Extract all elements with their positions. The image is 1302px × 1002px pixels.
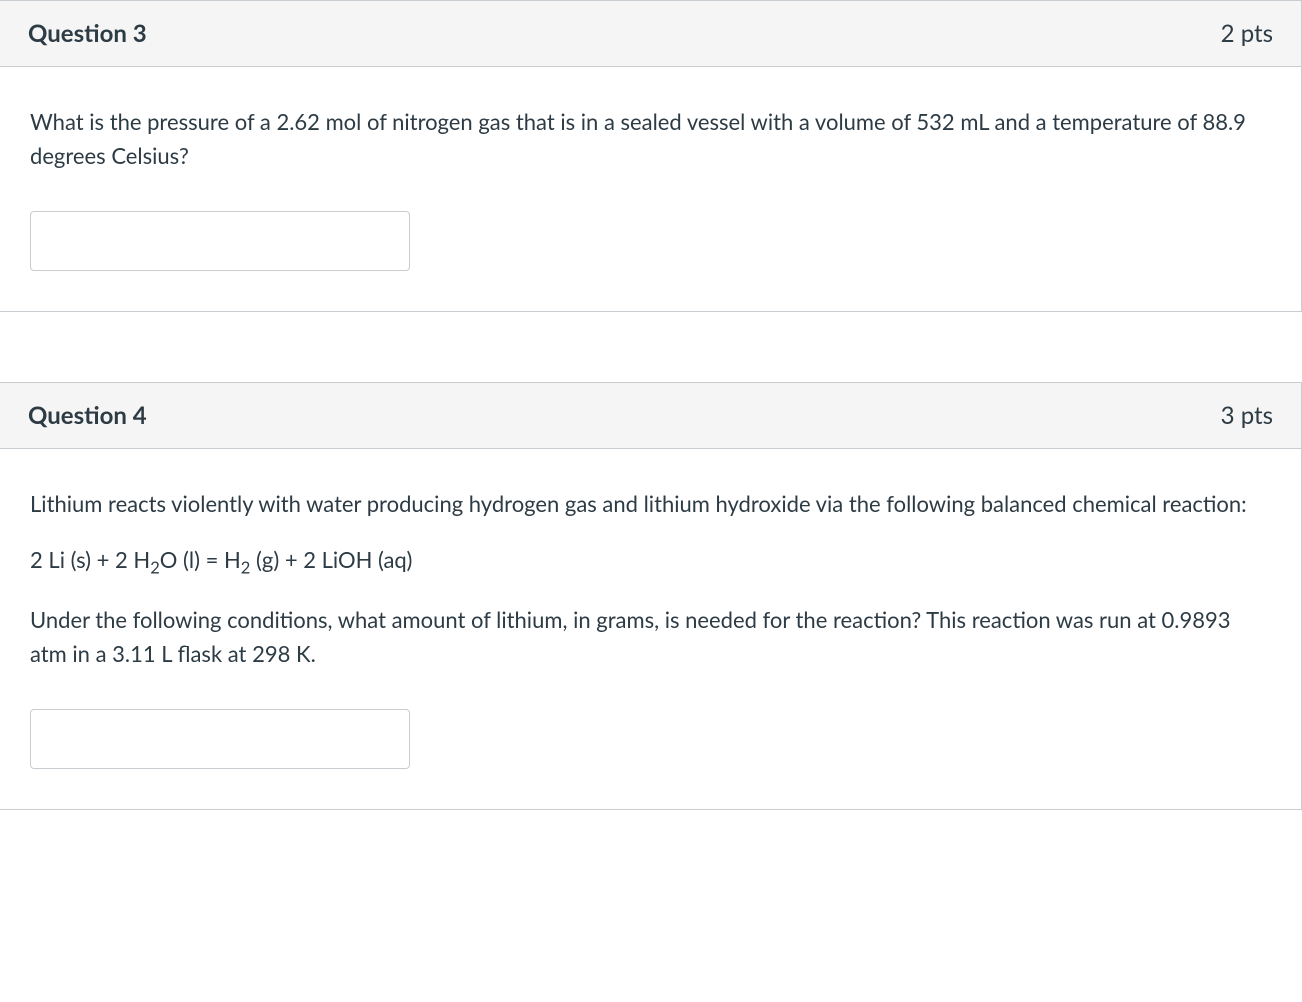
- answer-input[interactable]: [30, 211, 410, 271]
- question-points: 3 pts: [1221, 401, 1273, 430]
- answer-input[interactable]: [30, 709, 410, 769]
- equation-part: (g) + 2 LiOH (aq): [250, 546, 412, 573]
- question-header: Question 4 3 pts: [0, 383, 1301, 449]
- question-body: Lithium reacts violently with water prod…: [0, 449, 1301, 809]
- equation-part: O (l) = H: [160, 546, 241, 573]
- equation-subscript: 2: [150, 558, 160, 578]
- question-title: Question 3: [28, 19, 147, 48]
- chemical-equation: 2 Li (s) + 2 H2O (l) = H2 (g) + 2 LiOH (…: [30, 543, 1271, 581]
- question-points: 2 pts: [1221, 19, 1273, 48]
- equation-part: 2 Li (s) + 2 H: [30, 546, 150, 573]
- question-body: What is the pressure of a 2.62 mol of ni…: [0, 67, 1301, 311]
- question-title: Question 4: [28, 401, 147, 430]
- equation-subscript: 2: [241, 558, 251, 578]
- question-text: What is the pressure of a 2.62 mol of ni…: [30, 105, 1271, 173]
- question-followup-text: Under the following conditions, what amo…: [30, 603, 1271, 671]
- question-card-3: Question 3 2 pts What is the pressure of…: [0, 0, 1302, 312]
- question-intro-text: Lithium reacts violently with water prod…: [30, 487, 1271, 521]
- question-card-4: Question 4 3 pts Lithium reacts violentl…: [0, 382, 1302, 810]
- question-header: Question 3 2 pts: [0, 1, 1301, 67]
